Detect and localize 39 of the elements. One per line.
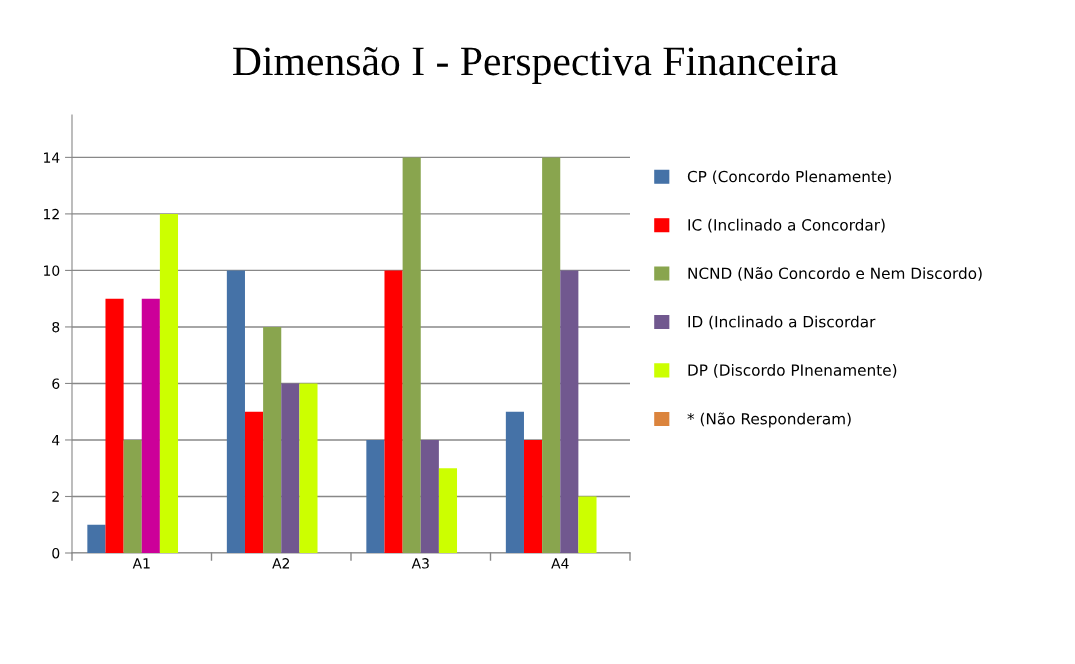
bar [366,439,385,553]
bar [578,496,597,553]
y-tick-label: 4 [52,435,60,446]
y-tick-label: 2 [52,491,59,502]
bar [384,270,403,553]
y-tick-label: 8 [52,321,60,333]
x-tick-label: A3 [411,558,429,569]
y-tick-label: 6 [52,378,60,389]
y-tick-label: 0 [52,547,60,559]
legend-label: IC (Inclinado a Concordar) [688,218,885,233]
bar [159,213,179,553]
y-tick-label: 10 [44,265,60,276]
bar [420,439,439,553]
bar [299,383,318,553]
x-tick-label: A1 [132,558,150,569]
bar [438,468,458,553]
bar [123,439,142,553]
legend-label: NCND (Não Concordo e Nem Discordo) [688,266,982,281]
bar [560,270,579,553]
x-tick-label: A4 [551,558,569,569]
chart-title: Dimensão I - Perspectiva Financeira [233,46,838,84]
legend-label: CP (Concordo Plenamente) [687,170,891,185]
bar [281,383,300,553]
bar [244,411,264,553]
legend-label: DP (Discordo PInenamente) [688,364,897,378]
y-tick-label: 14 [44,152,60,163]
bar [542,157,561,553]
bar [523,439,543,553]
bar [402,157,421,553]
legend-label: * (Não Responderam) [687,412,851,428]
x-tick-label: A2 [272,558,290,569]
bar [141,298,160,553]
y-tick-label: 12 [44,208,59,220]
bar [505,411,524,553]
bar [263,326,282,553]
bar [226,270,245,553]
bar [105,298,124,553]
legend-label: ID (Inclinado a Discordar [688,315,876,330]
bar [87,524,106,553]
